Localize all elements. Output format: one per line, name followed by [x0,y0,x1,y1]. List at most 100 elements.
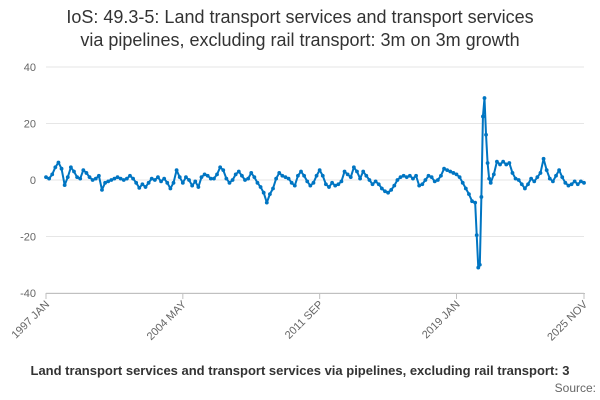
data-point[interactable] [261,190,266,195]
data-point[interactable] [109,178,114,182]
data-point[interactable] [121,178,126,182]
data-point[interactable] [423,178,428,182]
data-point[interactable] [477,262,482,267]
data-point[interactable] [168,186,173,191]
data-point[interactable] [103,180,107,185]
data-point[interactable] [535,175,540,180]
data-point[interactable] [68,165,73,170]
data-point[interactable] [339,179,344,184]
data-point[interactable] [401,173,406,178]
data-point[interactable] [280,173,285,178]
data-point[interactable] [286,176,291,181]
data-point[interactable] [426,173,431,178]
data-point[interactable] [96,173,101,178]
data-point[interactable] [523,186,527,191]
data-point[interactable] [389,187,394,192]
data-point[interactable] [184,175,188,180]
data-point[interactable] [44,175,48,180]
data-point[interactable] [227,180,232,185]
data-point[interactable] [541,156,546,161]
data-point[interactable] [470,199,474,204]
data-point[interactable] [578,179,583,184]
data-point[interactable] [560,175,565,180]
data-point[interactable] [473,200,478,205]
data-point[interactable] [314,173,319,178]
data-point[interactable] [551,179,555,184]
data-point[interactable] [370,182,375,187]
data-point[interactable] [386,190,390,195]
data-point[interactable] [274,176,279,181]
data-point[interactable] [429,175,434,180]
data-point[interactable] [358,176,362,181]
data-point[interactable] [159,179,163,184]
data-point[interactable] [59,166,64,171]
data-point[interactable] [156,175,160,180]
data-point[interactable] [177,175,182,180]
data-point[interactable] [407,173,412,178]
data-point[interactable] [333,183,338,188]
data-point[interactable] [379,186,384,191]
data-point[interactable] [460,180,465,185]
data-point[interactable] [134,180,139,185]
data-point[interactable] [355,169,359,174]
data-point[interactable] [414,173,418,178]
data-point[interactable] [342,169,347,174]
data-point[interactable] [451,171,456,175]
data-point[interactable] [128,173,132,178]
data-point[interactable] [218,165,223,170]
data-point[interactable] [557,168,562,173]
data-point[interactable] [439,173,443,178]
data-point[interactable] [249,171,254,175]
data-point[interactable] [118,176,123,181]
data-point[interactable] [171,180,176,185]
data-point[interactable] [289,180,294,185]
data-point[interactable] [507,161,512,165]
data-point[interactable] [47,176,52,181]
data-point[interactable] [488,180,493,185]
data-point[interactable] [323,182,328,187]
data-point[interactable] [224,176,229,181]
data-point[interactable] [330,180,334,185]
data-point[interactable] [221,168,226,173]
data-point[interactable] [510,171,515,175]
data-point[interactable] [90,178,95,182]
data-point[interactable] [513,176,518,181]
data-point[interactable] [463,186,468,191]
data-point[interactable] [529,176,534,181]
data-point[interactable] [87,175,92,180]
data-point[interactable] [196,185,201,189]
data-point[interactable] [495,159,499,164]
data-point[interactable] [100,187,104,192]
data-point[interactable] [411,176,415,181]
data-point[interactable] [146,180,151,185]
data-point[interactable] [476,265,481,270]
data-point[interactable] [361,169,366,174]
data-point[interactable] [65,175,70,180]
data-point[interactable] [479,195,484,199]
data-point[interactable] [149,176,154,181]
data-point[interactable] [327,185,331,189]
data-point[interactable] [115,175,120,180]
data-point[interactable] [373,179,378,184]
data-point[interactable] [485,161,490,165]
data-point[interactable] [230,178,235,182]
data-point[interactable] [491,172,496,177]
data-point[interactable] [202,172,207,177]
data-point[interactable] [112,176,117,181]
data-point[interactable] [538,171,543,175]
data-point[interactable] [78,176,83,181]
data-point[interactable] [308,183,313,188]
data-point[interactable] [569,182,574,187]
data-point[interactable] [445,168,450,173]
data-point[interactable] [547,176,552,181]
data-point[interactable] [140,182,145,187]
data-point[interactable] [93,176,98,181]
data-point[interactable] [212,176,216,181]
data-point[interactable] [215,172,219,177]
data-point[interactable] [474,233,479,237]
data-point[interactable] [575,182,580,187]
data-point[interactable] [106,179,111,184]
data-point[interactable] [296,173,300,178]
data-point[interactable] [75,175,79,180]
data-point[interactable] [417,183,422,188]
